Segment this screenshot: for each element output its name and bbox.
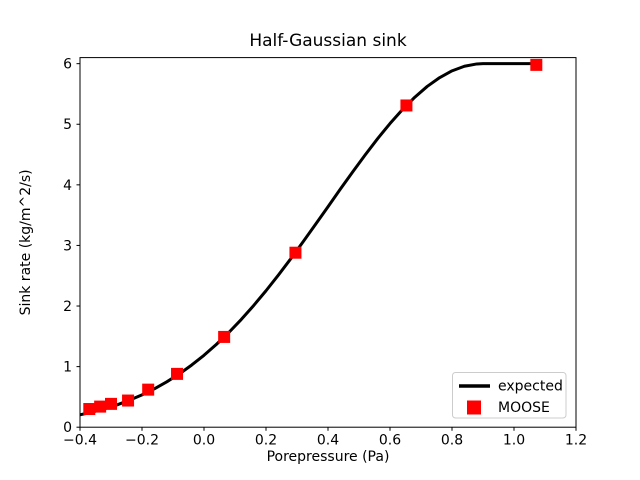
y-axis-ticks: 0 1 2 3 4 5 6	[63, 57, 80, 436]
x-tick-label: 0.0	[193, 433, 215, 449]
moose-data-point	[94, 400, 107, 413]
moose-data-point	[289, 246, 302, 259]
moose-data-point	[171, 367, 184, 380]
x-tick-label: 1.0	[503, 433, 525, 449]
x-tick-label: 0.2	[255, 433, 277, 449]
moose-data-point	[122, 394, 135, 407]
y-tick-label: 5	[63, 117, 72, 133]
y-tick-label: 6	[63, 57, 72, 73]
x-tick-label: −0.2	[125, 433, 159, 449]
y-axis-label: Sink rate (kg/m^2/s)	[18, 169, 34, 315]
moose-data-point	[400, 99, 413, 112]
y-tick-label: 1	[63, 360, 72, 376]
x-tick-label: 0.4	[317, 433, 339, 449]
legend-label-moose: MOOSE	[498, 400, 550, 416]
x-tick-label: 0.8	[441, 433, 463, 449]
y-tick-label: 3	[63, 238, 72, 254]
moose-data-point	[142, 383, 155, 396]
x-tick-label: −0.4	[63, 433, 97, 449]
moose-data-point	[530, 58, 543, 71]
x-tick-label: 1.2	[565, 433, 587, 449]
chart-title: Half-Gaussian sink	[249, 31, 406, 51]
legend-square-marker-sample	[467, 400, 481, 415]
y-tick-label: 4	[63, 178, 72, 194]
y-tick-label: 2	[63, 299, 72, 315]
moose-data-point	[218, 330, 231, 343]
x-axis-label: Porepressure (Pa)	[267, 449, 390, 465]
x-tick-label: 0.6	[379, 433, 401, 449]
moose-markers	[83, 58, 543, 416]
legend-label-expected: expected	[498, 379, 563, 395]
plot-area	[79, 57, 577, 428]
expected-line	[79, 62, 537, 417]
x-axis-ticks: −0.4 −0.2 0.0 0.2 0.4 0.6 0.8 1.0 1.2	[63, 427, 587, 449]
y-tick-label: 0	[63, 420, 72, 436]
legend: expected MOOSE	[452, 372, 567, 419]
moose-data-point	[83, 403, 96, 416]
moose-data-point	[105, 397, 117, 410]
